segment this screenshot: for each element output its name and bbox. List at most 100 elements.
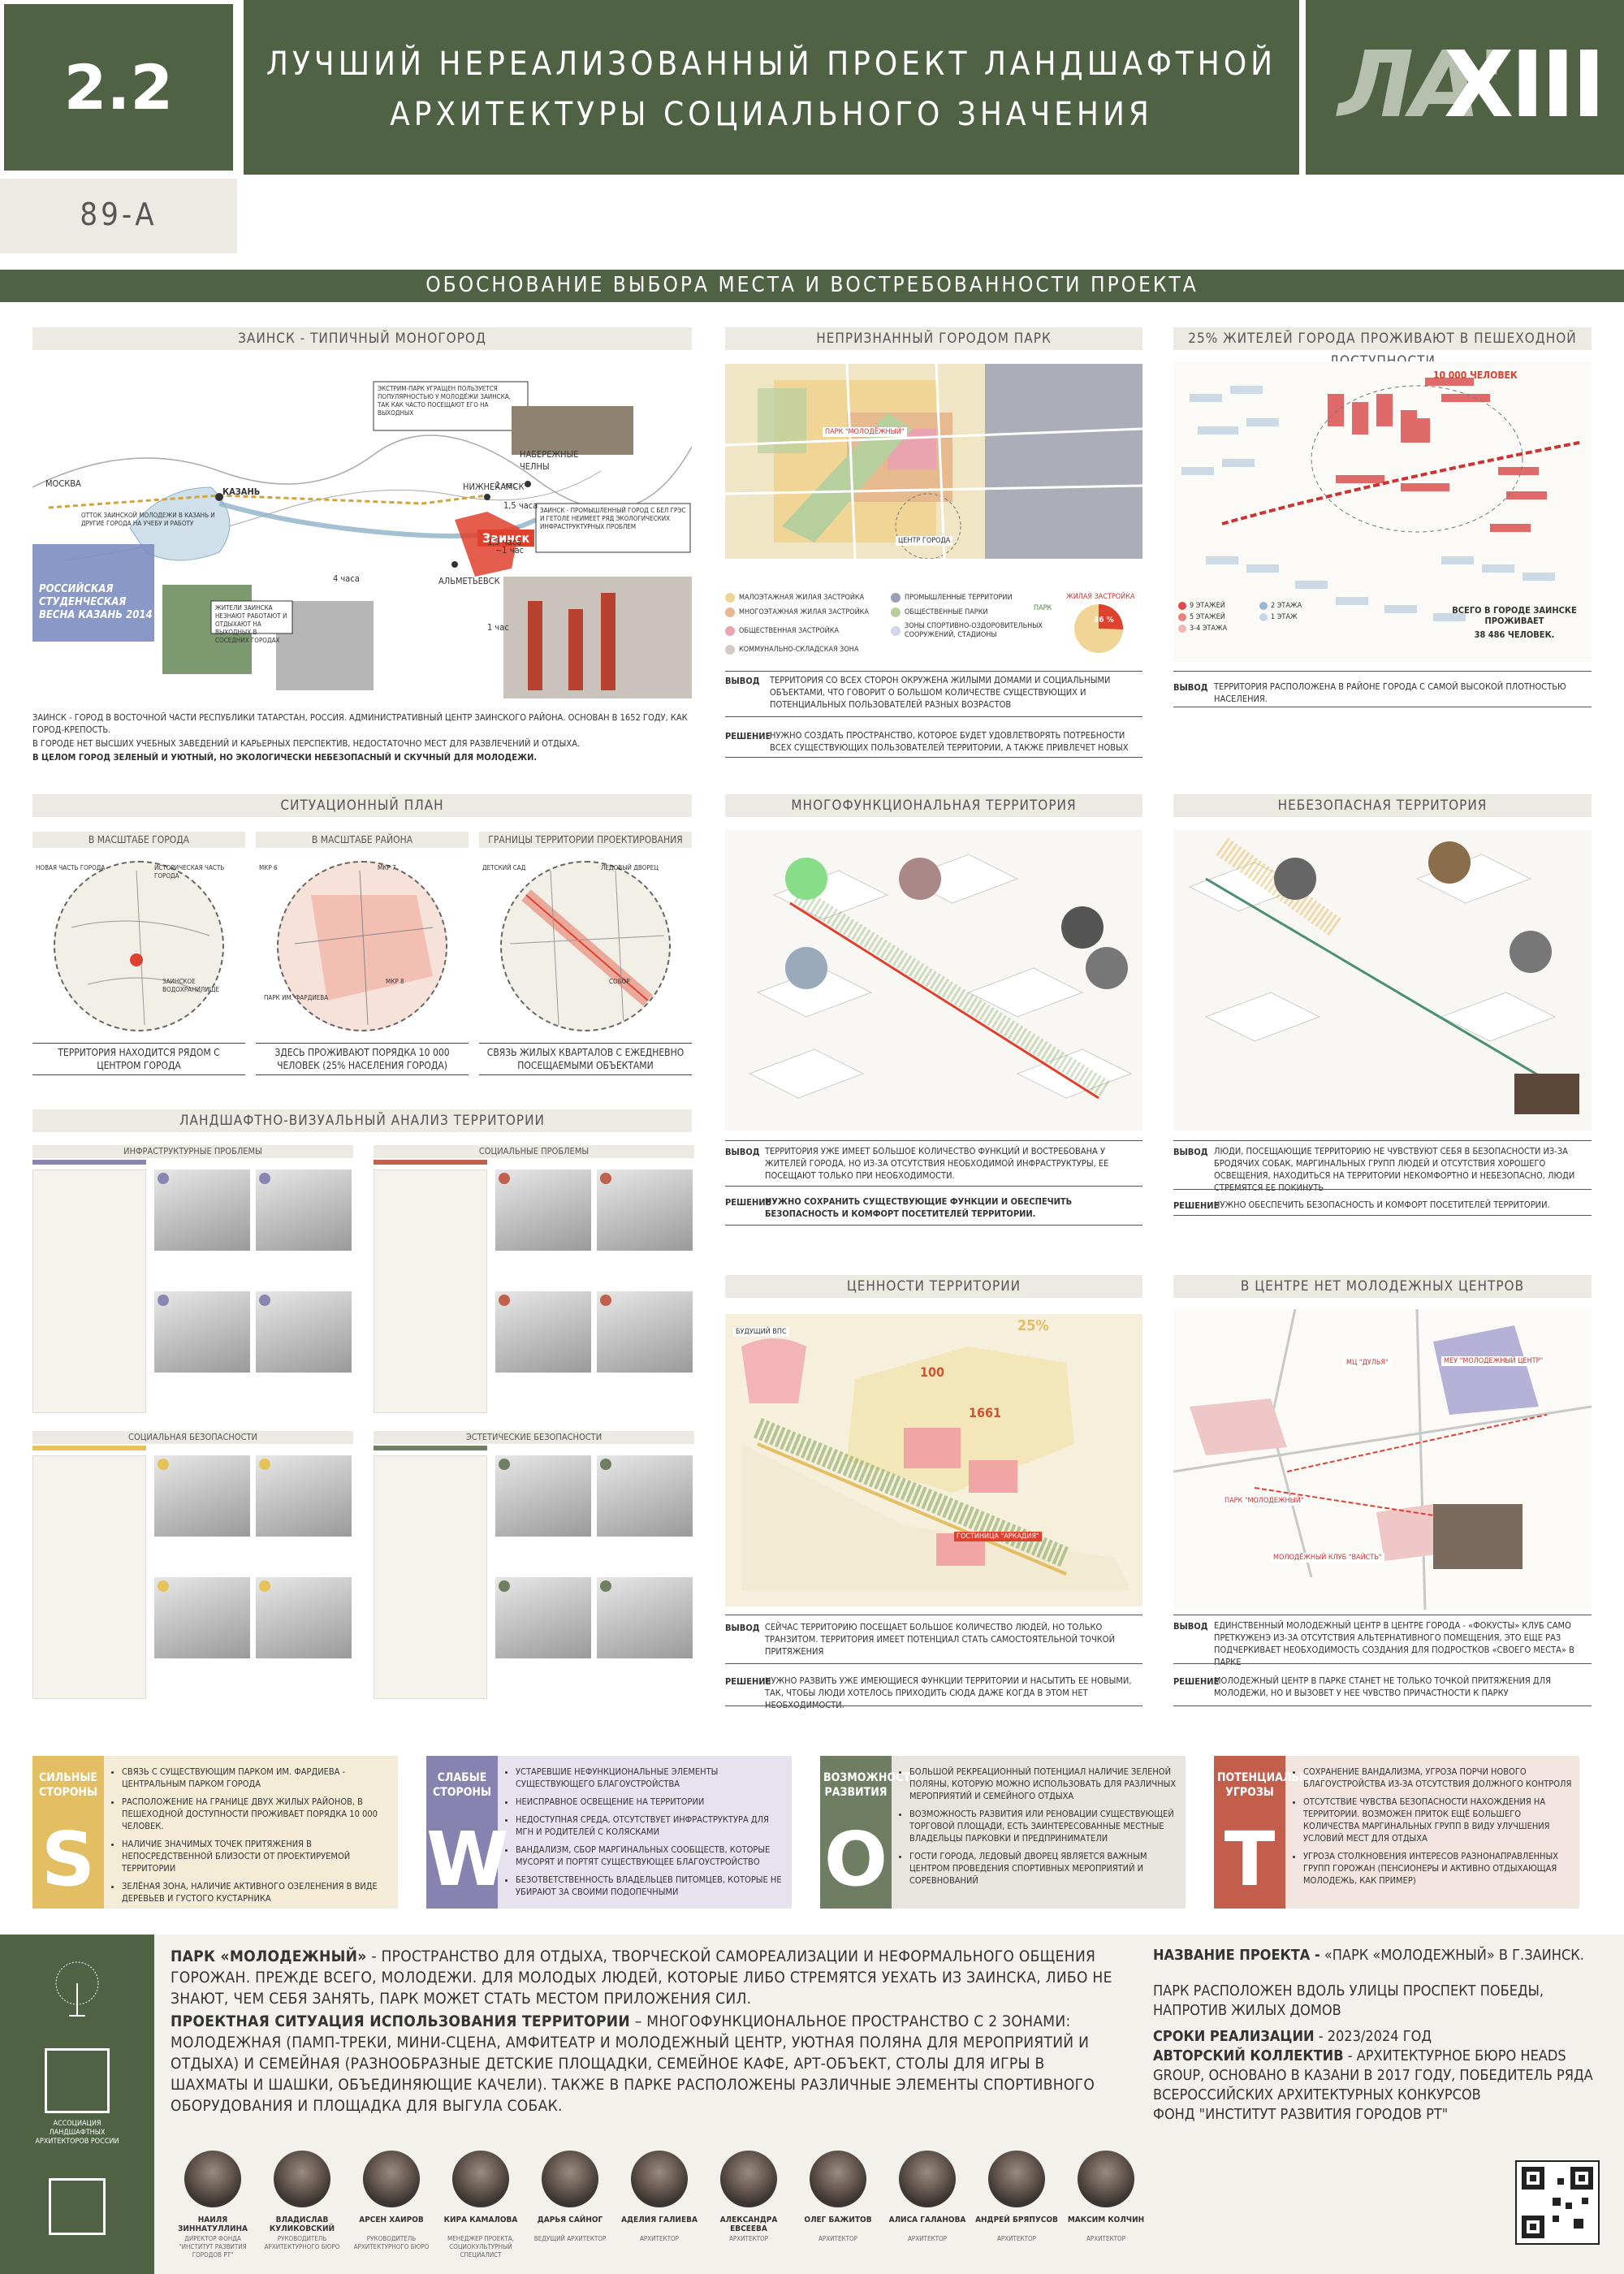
team-member: КИРА КАМАЛОВА МЕНЕДЖЕР ПРОЕКТА, СОЦИОКУЛЬ… — [438, 2151, 523, 2264]
avatar — [542, 2151, 598, 2207]
legend-item: КОММУНАЛЬНО-СКЛАДСКАЯ ЗОНА — [725, 645, 884, 655]
values-vyvod-label: ВЫВОД — [725, 1623, 760, 1633]
nocenter-map-svg — [1173, 1308, 1592, 1610]
landscape-photo — [597, 1455, 693, 1537]
divider — [1173, 1189, 1592, 1190]
team-member-name: АРСЕН ХАИРОВ — [359, 2216, 424, 2224]
swot-item: СОХРАНЕНИЕ ВАНДАЛИЗМА, УГРОЗА ПОРЧИ НОВО… — [1303, 1766, 1573, 1790]
situation-label: ИСТОРИЧЕСКАЯ ЧАСТЬ ГОРОДА — [154, 864, 225, 880]
panel-title-walk: 25% ЖИТЕЛЕЙ ГОРОДА ПРОЖИВАЮТ В ПЕШЕХОДНО… — [1173, 327, 1592, 370]
swot-item: РАСПОЛОЖЕНИЕ НА ГРАНИЦЕ ДВУХ ЖИЛЫХ РАЙОН… — [122, 1796, 391, 1832]
walk-legend-label: 1 ЭТАЖ — [1271, 613, 1298, 621]
time-4h: 4 часа — [333, 573, 360, 584]
park-pie-slice — [1099, 604, 1124, 629]
walk-map-svg — [1181, 378, 1580, 621]
panel-title-nocenter: В ЦЕНТРЕ НЕТ МОЛОДЕЖНЫХ ЦЕНТРОВ — [1173, 1275, 1592, 1298]
legend-label: ОБЩЕСТВЕННЫЕ ПАРКИ — [905, 607, 988, 616]
values-reshenie: НУЖНО РАЗВИТЬ УЖЕ ИМЕЮЩИЕСЯ ФУНКЦИИ ТЕРР… — [765, 1675, 1132, 1710]
team-member-name: НАИЛЯ ЗИННАТУЛЛИНА — [178, 2216, 248, 2233]
situation-col-title: В МАСШТАБЕ ГОРОДА — [32, 832, 245, 848]
team-member: АЛЕКСАНДРА ЕВСЕЕВА АРХИТЕКТОР — [706, 2151, 791, 2264]
landuse-label-center: ЦЕНТР ГОРОДА — [896, 536, 953, 546]
zainsk-text-2: В ГОРОДЕ НЕТ ВЫСШИХ УЧЕБНЫХ ЗАВЕДЕНИЙ И … — [32, 738, 581, 749]
team-member: АНДРЕЙ БРЯПУСОВ АРХИТЕКТОР — [974, 2151, 1059, 2264]
panel-title-values: ЦЕННОСТИ ТЕРРИТОРИИ — [725, 1275, 1142, 1298]
landuse-label-park: ПАРК "МОЛОДЁЖНЫЙ" — [823, 427, 907, 437]
logo-la: ЛА' — [1338, 32, 1505, 138]
values-label-100: 100 — [920, 1364, 945, 1380]
union-logo-icon — [49, 2178, 106, 2235]
section-title: ОБОСНОВАНИЕ ВЫБОРА МЕСТА И ВОСТРЕБОВАННО… — [425, 273, 1199, 297]
walk-stat-value: 38 486 ЧЕЛОВЕК. — [1474, 629, 1555, 640]
landscape-photo — [597, 1577, 693, 1658]
project-description: ПАРК «МОЛОДЕЖНЫЙ» - ПРОСТРАНСТВО ДЛЯ ОТД… — [171, 1946, 1121, 2116]
nocenter-label-park: ПАРК "МОЛОДЕЖНЫЙ" — [1222, 1496, 1307, 1506]
walk-legend-swatch — [1259, 602, 1268, 610]
walk-legend-item: 3-4 ЭТАЖА — [1178, 625, 1259, 633]
unsafe-vyvod: ЛЮДИ, ПОСЕЩАЮЩИЕ ТЕРРИТОРИЮ НЕ ЧУВСТВУЮТ… — [1214, 1146, 1575, 1193]
legend-label: КОММУНАЛЬНО-СКЛАДСКАЯ ЗОНА — [739, 645, 859, 654]
swot-tag-title: СЛАБЫЕ СТОРОНЫ — [432, 1771, 492, 1799]
landscape-photo — [597, 1169, 693, 1251]
meta-fund: ФОНД "ИНСТИТУТ РАЗВИТИЯ ГОРОДОВ РТ" — [1153, 2106, 1449, 2123]
situation-caption: ЗДЕСЬ ПРОЖИВАЮТ ПОРЯДКА 10 000 ЧЕЛОВЕК (… — [256, 1043, 469, 1075]
title-line-2: АРХИТЕКТУРЫ СОЦИАЛЬНОГО ЗНАЧЕНИЯ — [390, 96, 1153, 133]
situation-circle-svg — [294, 870, 434, 1026]
divider — [1173, 1215, 1592, 1216]
situation-label: СОБОР — [609, 978, 630, 985]
panel-title-park: НЕПРИЗНАННЫЙ ГОРОДОМ ПАРК — [725, 327, 1142, 350]
values-label-1661: 1661 — [969, 1405, 1002, 1420]
swot-item: ЗЕЛЁНАЯ ЗОНА, НАЛИЧИЕ АКТИВНОГО ОЗЕЛЕНЕН… — [122, 1880, 391, 1904]
photo-number-badge — [600, 1295, 611, 1306]
map-label-nizhnekamsk: НИЖНЕКАМСК — [463, 482, 525, 492]
situation-col: В МАСШТАБЕ РАЙОНА МКР 6 МКР 7 МКР 8 ПАРК ИМ.… — [256, 832, 469, 1075]
panel-title-unsafe: НЕБЕЗОПАСНАЯ ТЕРРИТОРИЯ — [1173, 794, 1592, 817]
swot-tag: СЛАБЫЕ СТОРОНЫ W — [426, 1756, 508, 1909]
avatar — [631, 2151, 688, 2207]
landscape-photo — [495, 1169, 591, 1251]
landscape-photo — [495, 1577, 591, 1658]
zainsk-text-3: В ЦЕЛОМ ГОРОД ЗЕЛЕНЫЙ И УЮТНЫЙ, НО ЭКОЛО… — [32, 752, 538, 763]
bottom-info-panel — [0, 1935, 1624, 2274]
photo-number-badge — [600, 1580, 611, 1592]
note-extreme-park: ЭКСТРИМ-ПАРК УГРАЩЕН ПОЛЬЗУЕТСЯ ПОПУЛЯРН… — [378, 385, 512, 417]
map-label-almetyevsk: АЛЬМЕТЬЕВСК — [438, 576, 500, 586]
team-member-name: ОЛЕГ БАЖИТОВ — [804, 2216, 872, 2224]
panel-title-multi: МНОГОФУНКЦИОНАЛЬНАЯ ТЕРРИТОРИЯ — [725, 794, 1142, 817]
landscape-plan — [374, 1455, 487, 1699]
swot-item: НЕИСПРАВНОЕ ОСВЕЩЕНИЕ НА ТЕРРИТОРИИ — [516, 1796, 785, 1808]
team-member-name: МАКСИМ КОЛЧИН — [1067, 2216, 1145, 2224]
unsafe-reshenie-label: РЕШЕНИЕ — [1173, 1200, 1220, 1211]
nocenter-map: МЦ "ДУЛЬЯ" МЕУ "МОЛОДЕЖНЫЙ ЦЕНТР" ПАРК "… — [1173, 1308, 1592, 1610]
walk-legend-list: 9 ЭТАЖЕЙ 2 ЭТАЖА 5 ЭТАЖЕЙ 1 ЭТАЖ 3-4 ЭТАЖА — [1178, 602, 1341, 633]
legend-item: ОБЩЕСТВЕННЫЕ ПАРКИ — [891, 607, 1050, 617]
team-member-role: ВЕДУЩИЙ АРХИТЕКТОР — [533, 2235, 607, 2242]
legend-item: ЗОНЫ СПОРТИВНО-ОЗДОРОВИТЕЛЬНЫХ СООРУЖЕНИ… — [891, 622, 1050, 640]
situation-label: МКР 8 — [386, 978, 404, 985]
team-member: АРСЕН ХАИРОВ РУКОВОДИТЕЛЬ АРХИТЕКТУРНОГО … — [349, 2151, 434, 2264]
photo-number-badge — [158, 1173, 169, 1184]
project-code-block: 89-А — [0, 179, 237, 253]
walk-legend-item: 9 ЭТАЖЕЙ — [1178, 602, 1259, 610]
walk-legend: 9 ЭТАЖЕЙ 2 ЭТАЖА 5 ЭТАЖЕЙ 1 ЭТАЖ 3-4 ЭТАЖА — [1178, 602, 1341, 633]
values-map-svg — [725, 1314, 1142, 1606]
avatar — [184, 2151, 241, 2207]
swot-list: СВЯЗЬ С СУЩЕСТВУЮЩИМ ПАРКОМ ИМ. ФАРДИЕВА… — [110, 1766, 391, 1910]
photo-number-badge — [499, 1295, 510, 1306]
team-member-role: РУКОВОДИТЕЛЬ АРХИТЕКТУРНОГО БЮРО — [264, 2235, 340, 2250]
team-member: ДАРЬЯ САЙНОГ ВЕДУЩИЙ АРХИТЕКТОР — [528, 2151, 612, 2264]
description-para-2: ПРОЕКТНАЯ СИТУАЦИЯ ИСПОЛЬЗОВАНИЯ ТЕРРИТО… — [171, 2011, 1121, 2116]
walk-legend-swatch — [1259, 613, 1268, 621]
values-label-vps: БУДУЩИЙ ВПС — [733, 1327, 789, 1337]
multi-reshenie: НУЖНО СОХРАНИТЬ СУЩЕСТВУЮЩИЕ ФУНКЦИИ И О… — [765, 1196, 1073, 1219]
unsafe-vyvod-label: ВЫВОД — [1173, 1147, 1208, 1157]
nocenter-label-dulya: МЦ "ДУЛЬЯ" — [1344, 1358, 1391, 1368]
unsafe-axon-svg — [1188, 837, 1579, 1114]
map-label-kazan: КАЗАНЬ — [222, 486, 261, 497]
landscape-photo — [256, 1577, 352, 1658]
walk-legend-label: 2 ЭТАЖА — [1271, 602, 1302, 610]
walk-legend-item: 2 ЭТАЖА — [1259, 602, 1341, 610]
landscape-photo — [256, 1291, 352, 1373]
divider — [725, 1225, 1142, 1226]
landscape-plan — [32, 1455, 146, 1699]
